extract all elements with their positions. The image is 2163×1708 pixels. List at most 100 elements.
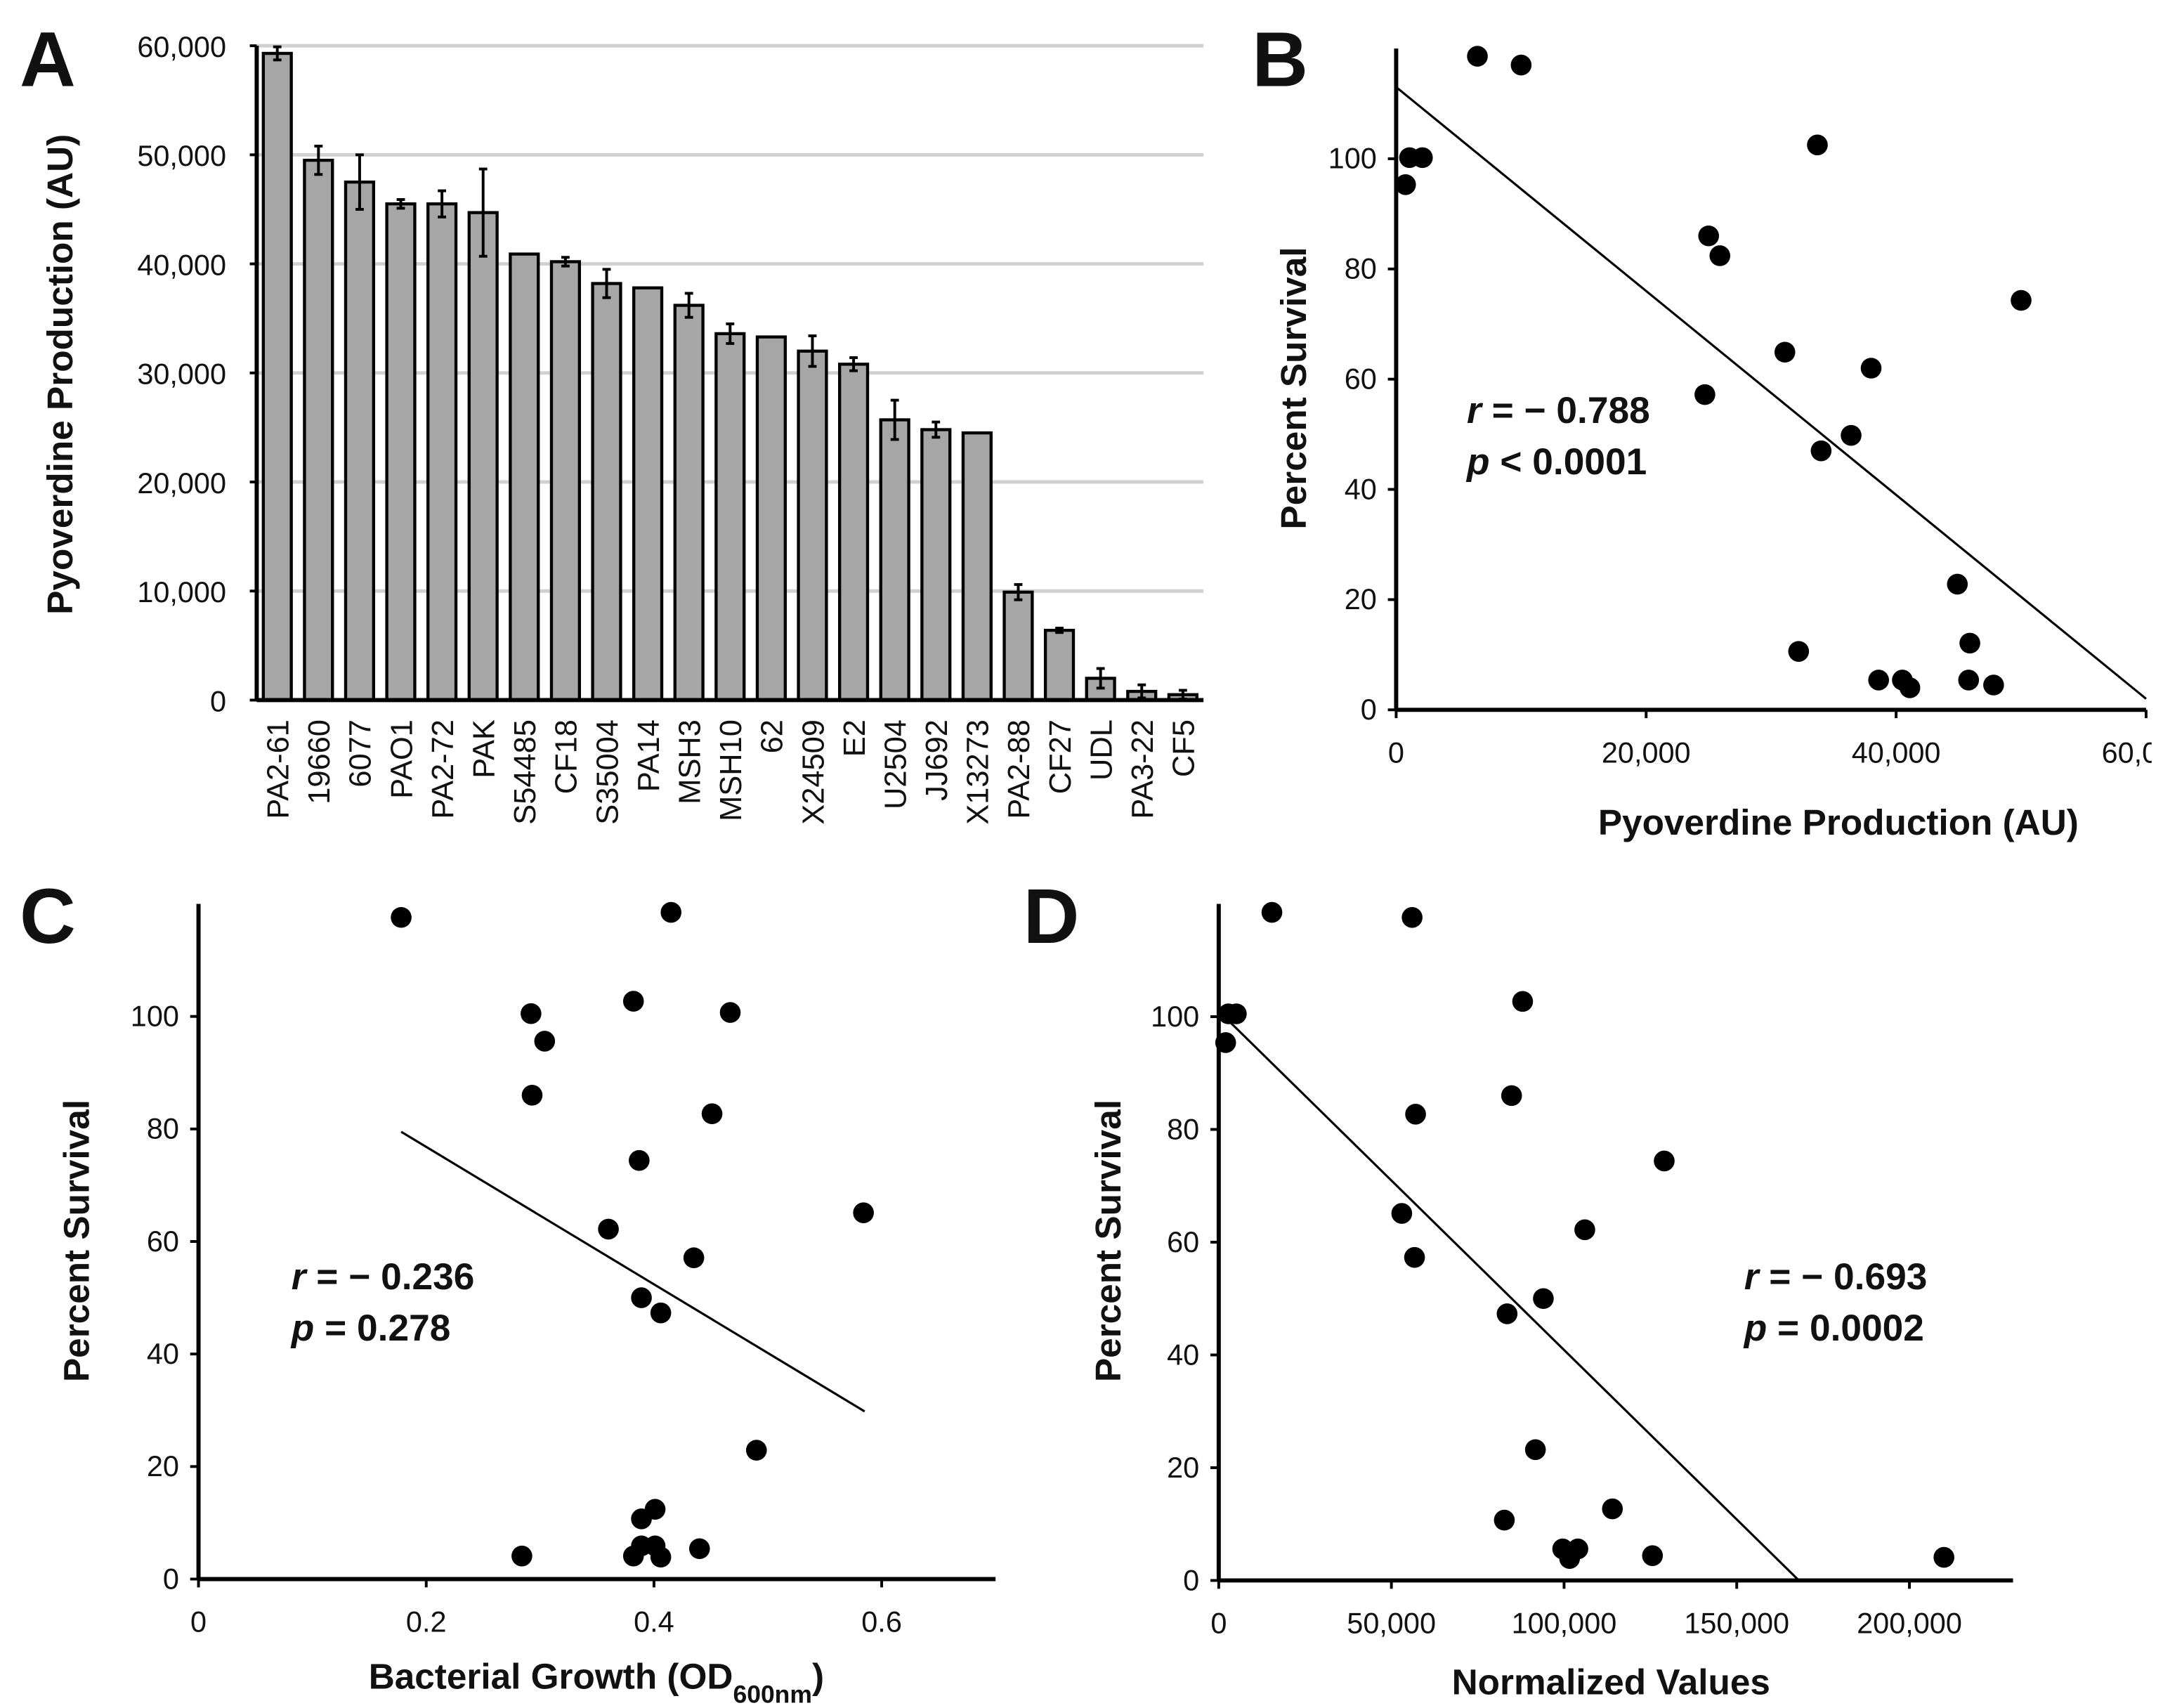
x-tick-label: PA2-72 <box>426 719 460 819</box>
x-tick-label: 200,000 <box>1857 1606 1962 1639</box>
y-tick-label: 20 <box>1345 582 1377 615</box>
data-point <box>701 1103 723 1125</box>
bar <box>879 418 910 702</box>
bar <box>797 349 828 702</box>
data-point <box>1709 245 1731 266</box>
data-point <box>1512 991 1534 1012</box>
bar <box>549 260 581 702</box>
x-tick-label: 0.4 <box>634 1605 674 1638</box>
x-tick-label: CF18 <box>550 719 584 794</box>
bar <box>509 252 540 702</box>
panel-C: C Percent Survival 0 20 40 60 80 100 0 0.2 0.4 0.6 B… <box>20 873 996 1708</box>
x-tick-label: PA2-61 <box>262 719 296 819</box>
p-value: < 0.0001 <box>1490 441 1647 483</box>
p-symbol: p <box>290 1308 315 1349</box>
x-axis-label: Normalized Values <box>1452 1662 1770 1702</box>
y-tick-label: 20 <box>1167 1451 1199 1484</box>
data-point <box>688 1538 710 1560</box>
x-tick-label: U2504 <box>879 719 913 809</box>
bar <box>837 363 870 702</box>
panel-B: B Percent Survival 0 20,000 40,000 60,000 0 20 4… <box>1252 16 2152 842</box>
p-symbol: p <box>1743 1308 1767 1349</box>
trendline <box>1217 1010 1800 1582</box>
x-tick-label: X13273 <box>962 719 995 825</box>
data-point <box>1642 1545 1664 1566</box>
data-point <box>2011 289 2032 311</box>
data-point <box>660 901 682 923</box>
y-axis-label: Percent Survival <box>1088 1100 1128 1382</box>
data-point <box>683 1247 705 1269</box>
y-tick-label: 0 <box>1361 693 1377 726</box>
x-tick-label: PA14 <box>632 719 666 792</box>
data-point <box>622 991 644 1012</box>
x-axis-label: Pyoverdine Production (AU) <box>1598 802 2079 842</box>
bar <box>1043 628 1076 702</box>
y-tick-label: 40 <box>1345 472 1377 505</box>
panel-letter: B <box>1252 16 1308 103</box>
x-tick-label: 0 <box>1210 1606 1227 1639</box>
x-tick-label: 20,000 <box>1602 736 1691 769</box>
bar <box>344 180 376 702</box>
x-tick-label: UDL <box>1085 719 1118 781</box>
bar <box>961 431 993 702</box>
bar <box>303 158 334 702</box>
y-axis-label: Percent Survival <box>57 1100 97 1382</box>
x-tick-label: X24509 <box>797 719 830 825</box>
data-point <box>631 1287 652 1308</box>
data-point <box>1405 1104 1426 1125</box>
data-point <box>391 906 412 928</box>
data-point <box>1494 1509 1515 1531</box>
bar <box>426 202 458 702</box>
data-point <box>1602 1498 1623 1520</box>
data-point <box>1788 641 1810 662</box>
panel-letter: C <box>20 873 76 960</box>
x-axis-label-text: Pyoverdine Production (AU) <box>1598 802 2079 842</box>
y-tick-label: 50,000 <box>137 139 226 172</box>
x-tick-label: PAK <box>468 719 502 778</box>
x-axis-label-text: Normalized Values <box>1452 1662 1770 1702</box>
p-annotation: p = 0.278 <box>290 1308 451 1349</box>
x-tick-label: 19660 <box>303 719 336 804</box>
r-value: = − 0.236 <box>306 1256 475 1298</box>
trendline <box>400 1130 865 1413</box>
x-tick-label: 0.6 <box>861 1605 902 1638</box>
data-point <box>1391 1203 1413 1224</box>
x-axis-label-end: ) <box>812 1656 824 1696</box>
y-tick-label: 0 <box>1183 1563 1199 1596</box>
x-tick-label: 0.2 <box>406 1605 447 1638</box>
data-point <box>1983 674 2004 696</box>
x-tick-label: 0 <box>1388 736 1404 769</box>
clip-group: 0 20,000 40,000 60,000 <box>1388 736 2152 769</box>
data-point <box>1559 1548 1581 1569</box>
y-tick-label: 100 <box>1328 142 1377 175</box>
y-tick-label: 80 <box>147 1112 179 1145</box>
x-tick-label: PA2-88 <box>1002 719 1036 819</box>
y-tick-label: 60,000 <box>137 30 226 63</box>
x-tick-label: 100,000 <box>1512 1606 1617 1639</box>
p-annotation: p < 0.0001 <box>1465 441 1647 483</box>
r-value: = − 0.693 <box>1758 1256 1927 1298</box>
data-point <box>1694 384 1716 405</box>
y-tick-label: 20 <box>147 1449 179 1482</box>
data-point <box>853 1202 874 1223</box>
bar <box>632 286 664 702</box>
bar <box>385 202 417 702</box>
bar <box>467 211 499 702</box>
bar <box>591 282 622 702</box>
y-tick-label: 60 <box>147 1225 179 1258</box>
data-point <box>1958 670 1980 691</box>
data-point <box>1533 1288 1554 1310</box>
x-axis-label-text: Bacterial Growth (OD <box>369 1656 733 1696</box>
r-value: = − 0.788 <box>1482 390 1650 431</box>
bar <box>261 51 293 702</box>
data-point <box>534 1031 556 1052</box>
data-point <box>1510 54 1532 76</box>
y-tick-label: 100 <box>131 1000 179 1033</box>
x-tick-label: CF27 <box>1044 719 1078 794</box>
data-point <box>1868 670 1889 691</box>
bar <box>920 428 952 702</box>
x-axis-label: Bacterial Growth (OD600nm) <box>369 1656 824 1708</box>
x-tick-label: 150,000 <box>1684 1606 1789 1639</box>
y-tick-label: 100 <box>1151 1000 1199 1033</box>
